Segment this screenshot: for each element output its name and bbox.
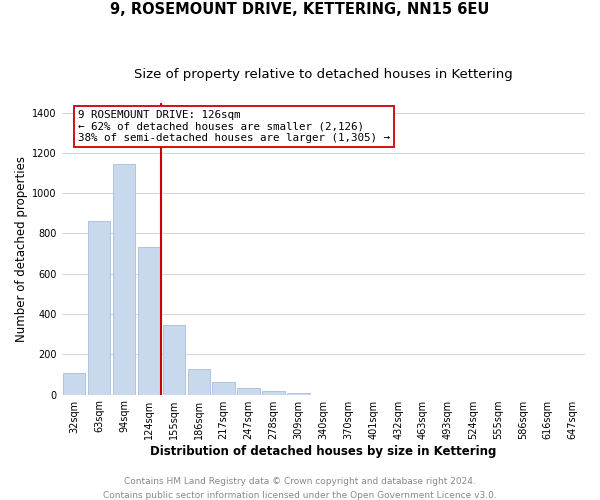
Text: Contains HM Land Registry data © Crown copyright and database right 2024.
Contai: Contains HM Land Registry data © Crown c… [103, 478, 497, 500]
Bar [88, 221, 110, 394]
Bar [238, 388, 260, 394]
Bar [287, 393, 310, 394]
Text: 9 ROSEMOUNT DRIVE: 126sqm
← 62% of detached houses are smaller (2,126)
38% of se: 9 ROSEMOUNT DRIVE: 126sqm ← 62% of detac… [78, 110, 390, 143]
Bar [163, 326, 185, 394]
Y-axis label: Number of detached properties: Number of detached properties [15, 156, 28, 342]
Title: Size of property relative to detached houses in Kettering: Size of property relative to detached ho… [134, 68, 513, 80]
Bar [63, 373, 85, 394]
Text: 9, ROSEMOUNT DRIVE, KETTERING, NN15 6EU: 9, ROSEMOUNT DRIVE, KETTERING, NN15 6EU [110, 2, 490, 18]
Bar [262, 391, 284, 394]
Bar [212, 382, 235, 394]
Bar [137, 247, 160, 394]
X-axis label: Distribution of detached houses by size in Kettering: Distribution of detached houses by size … [150, 444, 497, 458]
Bar [188, 369, 210, 394]
Bar [113, 164, 135, 394]
